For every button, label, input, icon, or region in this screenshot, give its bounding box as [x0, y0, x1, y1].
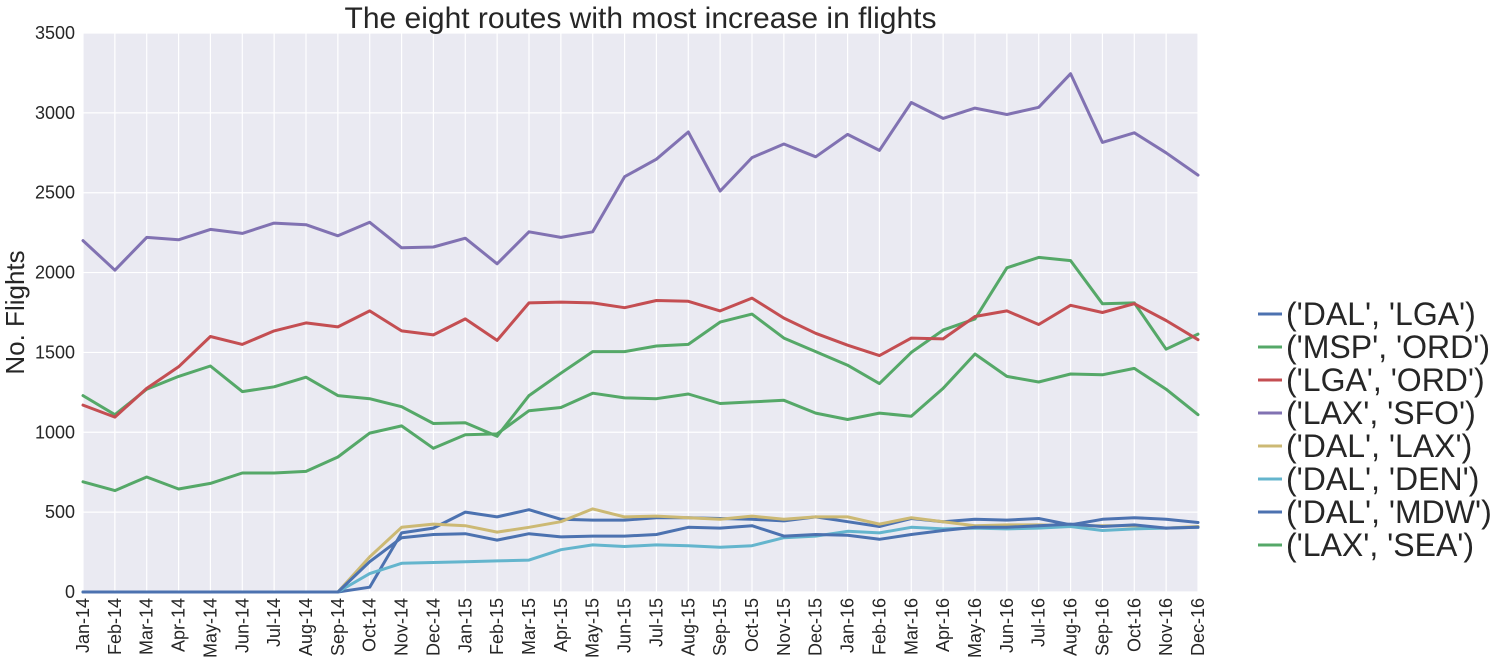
- x-tick-label: Oct-14: [360, 598, 380, 652]
- x-tick-label: Jan-15: [455, 598, 475, 653]
- legend-label: ('LGA', 'ORD'): [1286, 362, 1485, 398]
- x-tick-label: Mar-16: [901, 598, 921, 655]
- x-tick-label: Jun-16: [997, 598, 1017, 653]
- plot-area: [83, 33, 1198, 592]
- y-tick-label: 3500: [35, 23, 75, 43]
- x-tick-label: Nov-15: [774, 598, 794, 656]
- x-tick-label: Jun-14: [232, 598, 252, 653]
- chart-title: The eight routes with most increase in f…: [345, 2, 937, 35]
- series-line: [81, 296, 1200, 419]
- x-tick-label: Apr-15: [551, 598, 571, 652]
- x-tick-label: Sep-14: [328, 598, 348, 656]
- x-tick-label: Feb-14: [105, 598, 125, 655]
- x-tick-label: May-15: [583, 598, 603, 658]
- x-tick-label: Feb-16: [869, 598, 889, 655]
- x-tick-label: Apr-14: [169, 598, 189, 652]
- x-tick-label: Aug-14: [296, 598, 316, 656]
- series-line: [81, 352, 1200, 493]
- x-tick-label: Mar-15: [519, 598, 539, 655]
- x-tick-label: Jul-14: [264, 598, 284, 647]
- x-tick-label: May-14: [200, 598, 220, 658]
- series-line: [81, 522, 1200, 594]
- y-axis-label: No. Flights: [0, 250, 30, 374]
- y-tick-label: 500: [45, 502, 75, 522]
- x-tick-label: Aug-16: [1061, 598, 1081, 656]
- x-tick-label: Oct-16: [1124, 598, 1144, 652]
- y-tick-label: 1000: [35, 422, 75, 442]
- x-tick-label: May-16: [965, 598, 985, 658]
- y-tick-label: 3000: [35, 103, 75, 123]
- x-tick-label: Dec-14: [423, 598, 443, 656]
- series-lines: [81, 72, 1200, 594]
- x-tick-label: Jul-15: [646, 598, 666, 647]
- y-tick-label: 1500: [35, 342, 75, 362]
- series-line: [81, 72, 1200, 272]
- x-tick-label: Dec-15: [806, 598, 826, 656]
- x-tick-label: Jan-16: [838, 598, 858, 653]
- x-tick-label: Dec-16: [1188, 598, 1208, 656]
- y-axis-ticks: 0 500 1000 1500 2000 2500 3000 3500: [35, 23, 75, 602]
- x-tick-label: Jun-15: [615, 598, 635, 653]
- gridlines: [82, 32, 1199, 593]
- legend-label: ('DAL', 'LAX'): [1286, 428, 1472, 464]
- legend-label: ('DAL', 'DEN'): [1286, 461, 1479, 497]
- x-tick-label: Sep-16: [1092, 598, 1112, 656]
- legend-label: ('MSP', 'ORD'): [1286, 329, 1490, 365]
- y-tick-label: 2000: [35, 263, 75, 283]
- x-axis-ticks: Jan-14 Feb-14 Mar-14 Apr-14 May-14 Jun-14 Jul-…: [73, 598, 1208, 658]
- y-tick-label: 0: [65, 582, 75, 602]
- x-tick-label: Mar-14: [137, 598, 157, 655]
- legend-label: ('DAL', 'LGA'): [1286, 296, 1476, 332]
- x-tick-label: Nov-14: [392, 598, 412, 656]
- x-tick-label: Jan-14: [73, 598, 93, 653]
- y-tick-label: 2500: [35, 183, 75, 203]
- legend-label: ('DAL', 'MDW'): [1286, 494, 1490, 530]
- x-tick-label: Apr-16: [933, 598, 953, 652]
- x-tick-label: Aug-15: [678, 598, 698, 656]
- x-tick-label: Sep-15: [710, 598, 730, 656]
- series-line: [81, 255, 1200, 438]
- legend: ('DAL', 'LGA')('MSP', 'ORD')('LGA', 'ORD…: [1258, 296, 1490, 563]
- x-tick-label: Jul-16: [1029, 598, 1049, 647]
- legend-label: ('LAX', 'SFO'): [1286, 395, 1476, 431]
- legend-label: ('LAX', 'SEA'): [1286, 527, 1474, 563]
- x-tick-label: Nov-16: [1156, 598, 1176, 656]
- x-tick-label: Feb-15: [487, 598, 507, 655]
- x-tick-label: Oct-15: [742, 598, 762, 652]
